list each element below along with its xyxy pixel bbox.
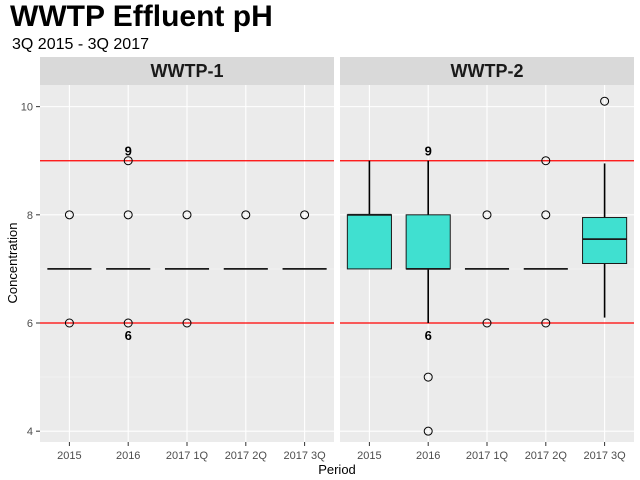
y-tick-label: 6 (27, 318, 33, 330)
outlier-point (541, 210, 551, 220)
outlier-point (423, 426, 433, 436)
panel-strip-label: WWTP-2 (451, 61, 524, 81)
outlier-point (600, 96, 610, 106)
y-tick-label: 4 (27, 426, 33, 438)
panel-strip (40, 57, 334, 85)
box-iqr (346, 214, 392, 270)
chart-title: WWTP Effluent pH (10, 0, 273, 33)
outlier-point (482, 318, 492, 328)
outlier-point (182, 318, 192, 328)
x-tick-label: 2017 2Q (225, 450, 268, 462)
chart-subtitle: 3Q 2015 - 3Q 2017 (12, 36, 149, 53)
outlier-point (123, 210, 133, 220)
outlier-point (482, 210, 492, 220)
y-tick-label: 10 (21, 102, 33, 114)
box-iqr (405, 214, 451, 270)
x-tick-label: 2017 2Q (525, 450, 568, 462)
reference-line-label: 6 (425, 328, 432, 343)
outlier-point (123, 156, 133, 166)
reference-line-label: 9 (125, 144, 132, 159)
x-tick-label: 2016 (416, 450, 440, 462)
reference-line-label: 9 (425, 144, 432, 159)
outlier-point (541, 156, 551, 166)
reference-line-label: 6 (125, 328, 132, 343)
x-tick-label: 2016 (116, 450, 140, 462)
y-tick-label: 8 (27, 210, 33, 222)
panel-strip-label: WWTP-1 (151, 61, 224, 81)
x-axis-title: Period (318, 462, 356, 477)
outlier-point (241, 210, 251, 220)
outlier-point (182, 210, 192, 220)
x-tick-label: 2015 (57, 450, 81, 462)
panel-strip (340, 57, 634, 85)
outlier-point (541, 318, 551, 328)
x-tick-label: 2017 1Q (466, 450, 509, 462)
x-tick-label: 2015 (357, 450, 381, 462)
x-tick-label: 2017 1Q (166, 450, 209, 462)
outlier-point (123, 318, 133, 328)
outlier-point (64, 210, 74, 220)
y-axis-title: Concentration (5, 223, 20, 304)
outlier-point (64, 318, 74, 328)
x-tick-label: 2017 3Q (283, 450, 326, 462)
box-iqr (582, 217, 628, 264)
outlier-point (423, 372, 433, 382)
x-tick-label: 2017 3Q (583, 450, 626, 462)
outlier-point (300, 210, 310, 220)
